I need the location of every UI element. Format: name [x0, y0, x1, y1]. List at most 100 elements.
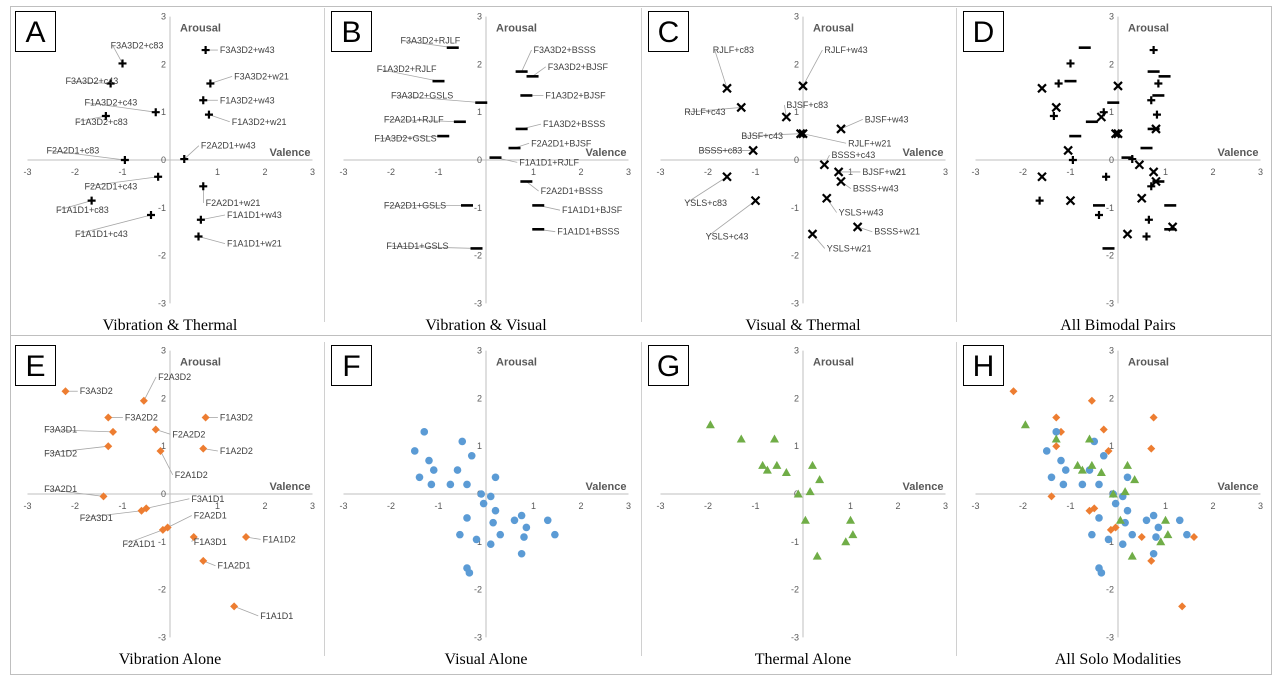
y-tick-label: 2 — [161, 59, 166, 69]
data-point — [821, 193, 832, 204]
data-point — [189, 533, 198, 542]
data-label: F1A1D1+w43 — [227, 210, 282, 220]
y-tick-label: 2 — [161, 393, 166, 403]
data-point — [1052, 413, 1061, 422]
data-point — [456, 530, 464, 539]
figure-frame — [10, 6, 1272, 675]
data-point — [1127, 551, 1137, 560]
x-tick-label: 1 — [1163, 167, 1168, 177]
y-tick-label: 0 — [794, 155, 799, 165]
data-point — [1054, 79, 1063, 88]
x-tick-label: 1 — [848, 501, 853, 511]
data-label: BSSS+w43 — [853, 184, 899, 194]
data-label: F3A3D1 — [44, 424, 77, 434]
data-point — [1052, 428, 1061, 436]
data-point — [1078, 480, 1087, 489]
series-plus — [1035, 46, 1163, 241]
data-point — [1068, 156, 1077, 164]
data-label: YSLS+w21 — [827, 243, 872, 253]
label-leader-line — [46, 445, 109, 454]
x-tick-label: -3 — [23, 167, 31, 177]
y-tick-label: 0 — [161, 155, 166, 165]
data-point — [201, 413, 210, 422]
label-leader-line — [67, 80, 111, 84]
data-point — [199, 556, 208, 565]
label-leader-line — [686, 107, 742, 113]
label-leader-line — [802, 133, 847, 144]
label-leader-line — [532, 66, 546, 77]
x-tick-label: 2 — [1210, 501, 1215, 511]
data-point — [1061, 466, 1070, 474]
label-leader-line — [112, 45, 123, 64]
x-tick-label: -1 — [1066, 167, 1074, 177]
data-point — [798, 81, 808, 91]
label-leader-line — [376, 135, 444, 139]
panel-letter-box — [648, 11, 689, 52]
data-point — [479, 499, 488, 508]
data-point — [151, 108, 160, 117]
label-leader-line — [686, 176, 728, 204]
y-tick-label: 2 — [1109, 393, 1114, 403]
label-leader-line — [521, 49, 532, 72]
y-axis-title: Arousal — [180, 23, 221, 35]
label-leader-line — [183, 145, 200, 160]
label-leader-line — [48, 150, 125, 161]
data-label: F2A2D1+GSLS — [384, 200, 446, 210]
panel-a: -3 -2 -1 1 2 3 -3 -2 -1 0 1 2 3 Arousal Valence A Vibrat… — [15, 11, 315, 334]
x-tick-label: 3 — [626, 167, 631, 177]
data-label: BJSF+w43 — [865, 114, 909, 124]
data-point — [194, 232, 203, 241]
panel-letter: A — [25, 16, 45, 49]
data-point — [758, 460, 768, 469]
data-point — [1095, 514, 1103, 522]
data-point — [1102, 172, 1111, 181]
data-point — [1118, 540, 1127, 548]
data-point — [156, 446, 165, 455]
data-point — [1147, 556, 1156, 565]
data-point — [1037, 83, 1047, 94]
data-label: F2A3D2 — [158, 372, 191, 382]
y-tick-label: -3 — [158, 298, 166, 308]
panel-caption: Vibration Alone — [119, 651, 222, 668]
data-point — [467, 451, 476, 460]
x-tick-label: -2 — [387, 501, 395, 511]
data-label: F3A3D2+c83 — [111, 40, 164, 50]
data-point — [489, 518, 497, 527]
data-label: F1A3D2+BSSS — [543, 119, 605, 129]
data-point — [1175, 516, 1184, 525]
x-tick-label: 2 — [262, 501, 267, 511]
panel-letter: C — [658, 16, 680, 49]
panel-letter: G — [657, 350, 680, 383]
data-label: F1A3D2+c43 — [85, 98, 138, 108]
x-tick-label: 1 — [1163, 501, 1168, 511]
y-tick-label: -1 — [791, 537, 799, 547]
data-point — [805, 487, 815, 496]
data-label: F3A1D2 — [44, 448, 77, 458]
data-label: F1A3D1 — [194, 537, 227, 547]
data-point — [1161, 515, 1170, 524]
y-tick-label: 2 — [794, 59, 799, 69]
data-label: F1A1D1+w21 — [227, 239, 282, 249]
data-point — [1066, 59, 1075, 68]
data-point — [1147, 444, 1156, 453]
data-point — [1147, 182, 1156, 191]
data-point — [1136, 193, 1147, 204]
x-tick-label: -1 — [434, 501, 442, 511]
series-cross — [1037, 81, 1178, 239]
data-point — [429, 466, 438, 474]
panel-d: -3 -2 -1 1 2 3 -3 -2 -1 0 1 2 3 Arousal Valence D All Bi… — [956, 8, 1263, 334]
label-leader-line — [783, 104, 787, 118]
data-label: F1A1D1+BSSS — [557, 227, 619, 237]
data-label: F1A1D1 — [260, 611, 293, 621]
y-axis-title: Arousal — [496, 23, 537, 35]
x-tick-label: 2 — [1210, 167, 1215, 177]
data-point — [1087, 396, 1096, 405]
data-point — [1110, 128, 1121, 139]
data-point — [147, 210, 155, 219]
y-tick-label: 1 — [477, 107, 482, 117]
label-leader-line — [86, 176, 159, 187]
data-point — [196, 215, 205, 224]
y-tick-label: 3 — [1109, 12, 1114, 22]
panel-letter-box — [648, 345, 689, 386]
panel-c: -3 -2 -1 1 2 3-3-2-10123ArousalValenceCVisual… — [641, 8, 948, 334]
